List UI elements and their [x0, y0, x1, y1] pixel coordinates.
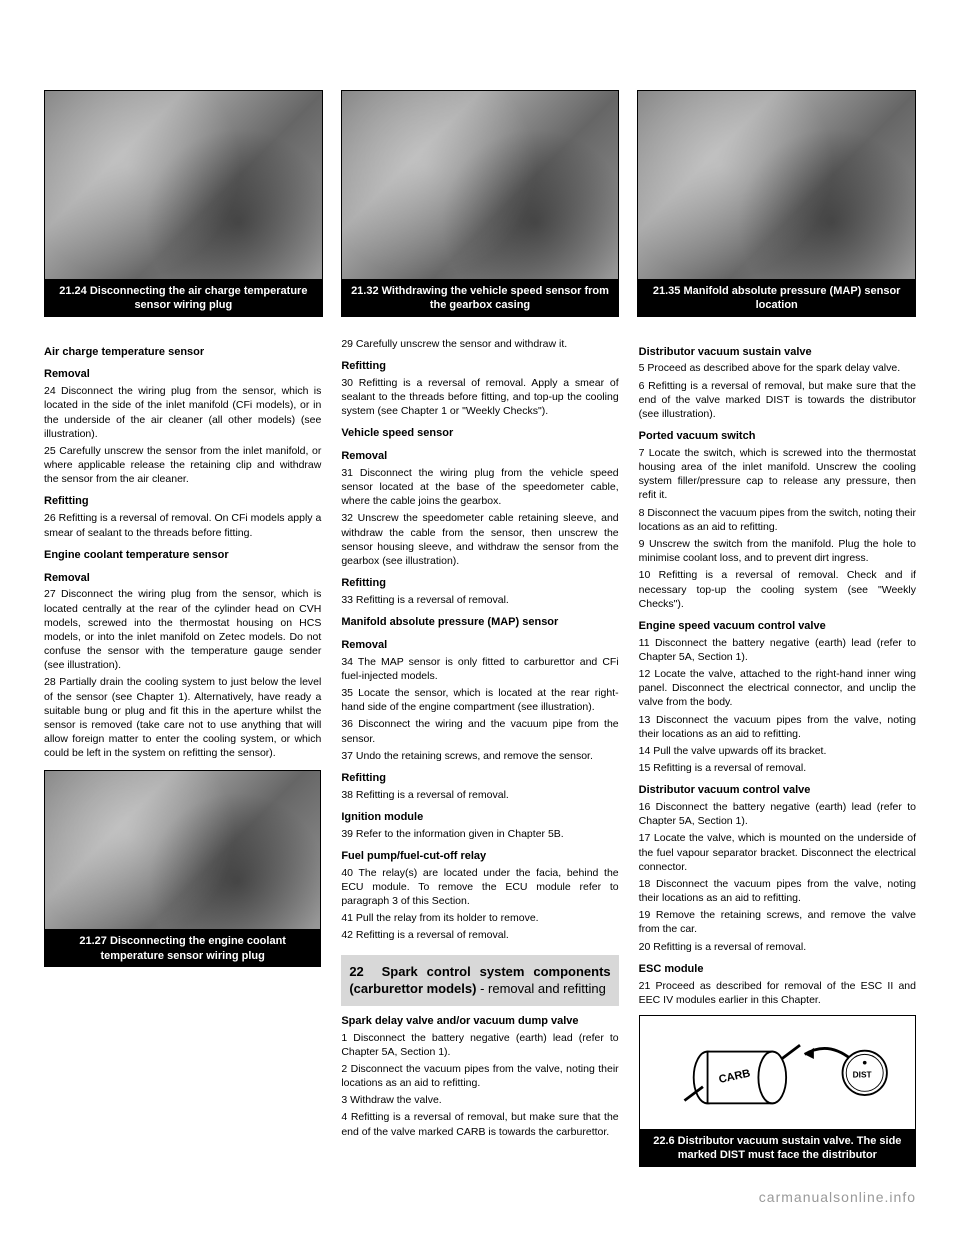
subheading-removal: Removal	[44, 367, 321, 382]
subheading-refitting: Refitting	[44, 494, 321, 509]
figure-21-24: 21.24 Disconnecting the air charge tempe…	[44, 90, 323, 317]
heading: Manifold absolute pressure (MAP) sensor	[341, 615, 618, 630]
body-text: 6 Refitting is a reversal of removal, bu…	[639, 379, 916, 422]
figure-caption: 21.35 Manifold absolute pressure (MAP) s…	[637, 280, 916, 317]
column-2: 29 Carefully unscrew the sensor and with…	[341, 337, 618, 1167]
heading: Spark delay valve and/or vacuum dump val…	[341, 1014, 618, 1029]
section-number: 22	[349, 964, 363, 979]
body-text: 32 Unscrew the speedometer cable retaini…	[341, 511, 618, 568]
body-text: 25 Carefully unscrew the sensor from the…	[44, 444, 321, 487]
body-text: 36 Disconnect the wiring and the vacuum …	[341, 717, 618, 745]
figure-image	[637, 90, 916, 280]
heading: Fuel pump/fuel-cut-off relay	[341, 849, 618, 864]
body-text: 21 Proceed as described for removal of t…	[639, 979, 916, 1007]
body-text: 42 Refitting is a reversal of removal.	[341, 928, 618, 942]
body-text: 9 Unscrew the switch from the manifold. …	[639, 537, 916, 565]
subheading-refitting: Refitting	[341, 771, 618, 786]
heading: Ported vacuum switch	[639, 429, 916, 444]
body-text: 34 The MAP sensor is only fitted to carb…	[341, 655, 618, 683]
figure-caption: 21.27 Disconnecting the engine coolant t…	[44, 930, 321, 967]
heading: Distributor vacuum sustain valve	[639, 345, 916, 360]
body-text: 38 Refitting is a reversal of removal.	[341, 788, 618, 802]
body-text: 20 Refitting is a reversal of removal.	[639, 940, 916, 954]
section-subtitle: - removal and refitting	[476, 981, 605, 996]
body-text: 11 Disconnect the battery negative (eart…	[639, 636, 916, 664]
body-text: 13 Disconnect the vacuum pipes from the …	[639, 713, 916, 741]
body-text: 10 Refitting is a reversal of removal. C…	[639, 568, 916, 611]
section-22-box: 22 Spark control system components (carb…	[341, 955, 618, 1006]
figure-caption: 21.24 Disconnecting the air charge tempe…	[44, 280, 323, 317]
body-text: 15 Refitting is a reversal of removal.	[639, 761, 916, 775]
body-text: 26 Refitting is a reversal of removal. O…	[44, 511, 321, 539]
body-text: 35 Locate the sensor, which is located a…	[341, 686, 618, 714]
body-text: 2 Disconnect the vacuum pipes from the v…	[341, 1062, 618, 1090]
figure-image	[341, 90, 620, 280]
figure-21-27: 21.27 Disconnecting the engine coolant t…	[44, 770, 321, 967]
body-text: 24 Disconnect the wiring plug from the s…	[44, 384, 321, 441]
heading: Vehicle speed sensor	[341, 426, 618, 441]
body-text: 3 Withdraw the valve.	[341, 1093, 618, 1107]
valve-diagram-svg: CARB DIST	[653, 1022, 901, 1124]
heading: ESC module	[639, 962, 916, 977]
body-text: 8 Disconnect the vacuum pipes from the s…	[639, 506, 916, 534]
body-text: 12 Locate the valve, attached to the rig…	[639, 667, 916, 710]
body-text: 27 Disconnect the wiring plug from the s…	[44, 587, 321, 672]
subheading-removal: Removal	[44, 571, 321, 586]
figure-caption: 22.6 Distributor vacuum sustain valve. T…	[639, 1130, 916, 1167]
figure-image	[44, 90, 323, 280]
heading: Engine speed vacuum control valve	[639, 619, 916, 634]
body-text: 29 Carefully unscrew the sensor and with…	[341, 337, 618, 351]
figure-caption: 21.32 Withdrawing the vehicle speed sens…	[341, 280, 620, 317]
figure-22-6: CARB DIST 22.6 Distributor vacuum sustai…	[639, 1015, 916, 1167]
watermark-footer: carmanualsonline.info	[759, 1189, 916, 1205]
body-text: 30 Refitting is a reversal of removal. A…	[341, 376, 618, 419]
figure-21-35: 21.35 Manifold absolute pressure (MAP) s…	[637, 90, 916, 317]
body-text: 33 Refitting is a reversal of removal.	[341, 593, 618, 607]
svg-text:DIST: DIST	[853, 1069, 872, 1079]
heading: Air charge temperature sensor	[44, 345, 321, 360]
body-text: 28 Partially drain the cooling system to…	[44, 675, 321, 760]
body-text: 7 Locate the switch, which is screwed in…	[639, 446, 916, 503]
figure-image	[44, 770, 321, 930]
column-3: Distributor vacuum sustain valve 5 Proce…	[639, 337, 916, 1167]
subheading-removal: Removal	[341, 449, 618, 464]
heading: Distributor vacuum control valve	[639, 783, 916, 798]
body-text: 18 Disconnect the vacuum pipes from the …	[639, 877, 916, 905]
heading: Engine coolant temperature sensor	[44, 548, 321, 563]
text-columns: Air charge temperature sensor Removal 24…	[0, 323, 960, 1177]
heading: Ignition module	[341, 810, 618, 825]
body-text: 19 Remove the retaining screws, and remo…	[639, 908, 916, 936]
body-text: 14 Pull the valve upwards off its bracke…	[639, 744, 916, 758]
body-text: 37 Undo the retaining screws, and remove…	[341, 749, 618, 763]
body-text: 31 Disconnect the wiring plug from the v…	[341, 466, 618, 509]
body-text: 40 The relay(s) are located under the fa…	[341, 866, 618, 909]
diagram-image: CARB DIST	[639, 1015, 916, 1130]
subheading-removal: Removal	[341, 638, 618, 653]
manual-page: 21.24 Disconnecting the air charge tempe…	[0, 0, 960, 1235]
column-1: Air charge temperature sensor Removal 24…	[44, 337, 321, 1167]
body-text: 4 Refitting is a reversal of removal, bu…	[341, 1110, 618, 1138]
subheading-refitting: Refitting	[341, 359, 618, 374]
body-text: 17 Locate the valve, which is mounted on…	[639, 831, 916, 874]
figure-21-32: 21.32 Withdrawing the vehicle speed sens…	[341, 90, 620, 317]
body-text: 41 Pull the relay from its holder to rem…	[341, 911, 618, 925]
body-text: 1 Disconnect the battery negative (earth…	[341, 1031, 618, 1059]
subheading-refitting: Refitting	[341, 576, 618, 591]
figures-row-top: 21.24 Disconnecting the air charge tempe…	[0, 0, 960, 323]
body-text: 16 Disconnect the battery negative (eart…	[639, 800, 916, 828]
body-text: 5 Proceed as described above for the spa…	[639, 361, 916, 375]
body-text: 39 Refer to the information given in Cha…	[341, 827, 618, 841]
